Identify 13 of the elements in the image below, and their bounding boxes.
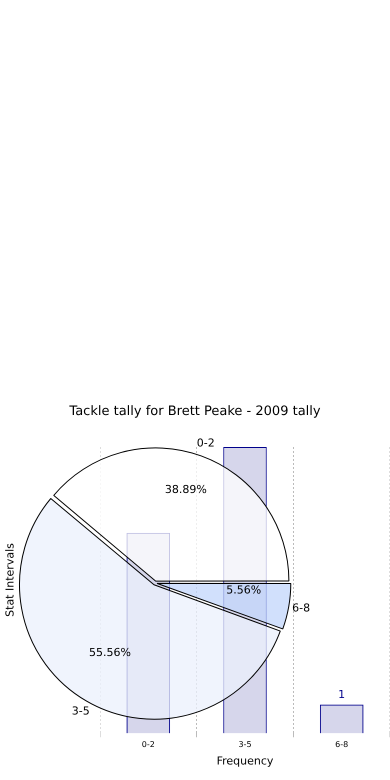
- x-tick-label: 6-8: [335, 740, 348, 750]
- y-axis-title: Stat Intervals: [4, 543, 16, 617]
- x-tick-label: 3-5: [238, 740, 252, 750]
- slice-label: 0-2: [196, 436, 215, 450]
- data-label: 38.89%: [164, 483, 207, 496]
- slice-label: 6-8: [292, 602, 310, 615]
- data-label: 1: [338, 688, 346, 701]
- chart-title: Tackle tally for Brett Peake - 2009 tally: [68, 404, 322, 419]
- x-axis-title: Frequency: [216, 754, 274, 768]
- x-tick-label: 0-2: [142, 740, 155, 750]
- data-label: 55.56%: [88, 646, 131, 659]
- slice-label: 3-5: [72, 704, 90, 718]
- data-label: 5.56%: [226, 584, 262, 597]
